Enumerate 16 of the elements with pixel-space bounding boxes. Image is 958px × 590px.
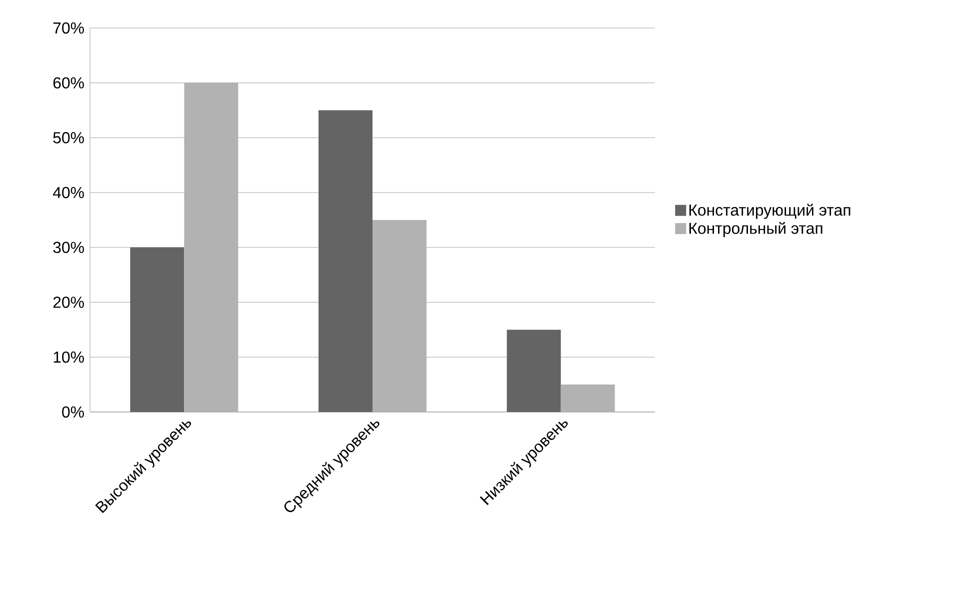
y-tick-label: 0% [62, 406, 84, 418]
bar [184, 82, 238, 412]
legend-label: Контрольный этап [689, 222, 822, 238]
bar [506, 330, 561, 412]
bar [372, 220, 427, 412]
bar [318, 110, 373, 412]
y-tick-label: 60% [53, 77, 84, 88]
y-tick-label: 10% [54, 351, 84, 363]
y-tick-label: 30% [53, 242, 84, 254]
y-tick-label: 20% [53, 296, 84, 308]
bar [560, 384, 615, 412]
legend-label: Констатирующий этап [689, 204, 850, 219]
y-tick-label: 40% [52, 186, 84, 198]
y-tick-label: 50% [53, 132, 84, 144]
y-tick-label: 70% [53, 22, 84, 34]
bar [130, 247, 184, 412]
